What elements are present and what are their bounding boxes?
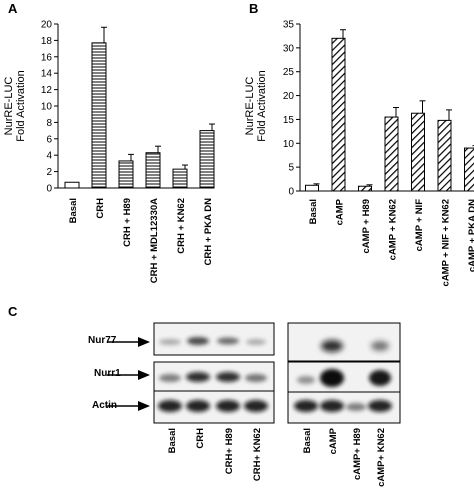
band [159,339,181,345]
x-tick-label: cAMP + NIF [414,199,425,252]
lane-label: cAMP+ KN62 [376,428,387,487]
chart-a: NurRE-LUC Fold Activation 0 2 4 6 8 10 12 14 16 18 2… [3,20,215,283]
x-tick-label: cAMP + H89 [361,199,372,253]
band [294,400,318,412]
blot-row-label: Nurr1 [94,368,121,379]
band [186,372,210,382]
lane-label: CRH [195,428,206,449]
y-axis-label: Fold Activation [15,70,27,142]
x-tick-label: Basal [68,198,79,223]
y-tick-label: 8 [46,118,52,129]
band [320,400,344,412]
y-tick-label: 4 [46,151,52,162]
x-tick-label: CRH + H89 [122,198,133,247]
blot-row-label: Actin [92,400,117,411]
panel-letter-c: C [8,304,18,319]
arrow-icon [107,401,150,411]
lane-label: CRH+ KN62 [252,428,263,481]
y-tick-label: 10 [41,102,53,113]
bar [199,130,215,189]
x-tick-label: cAMP [335,198,346,225]
blot-left-nur77 [153,322,275,356]
band [216,400,240,412]
band [216,372,240,382]
x-tick-label: CRH + KN62 [176,198,187,254]
y-tick-label: 10 [283,139,295,150]
y-tick-label: 0 [288,187,294,198]
x-tick-label: CRH + PKA DN [203,198,214,266]
band [371,341,389,351]
band [320,369,344,387]
arrow-icon [107,337,150,347]
y-tick-label: 14 [41,69,53,80]
band [321,340,343,352]
y-axis-label: NurRE-LUC [244,77,256,136]
bar [172,168,188,189]
western-blots: Nur77 Nurr1 Actin Basal CRH CRH+ H89 CRH… [88,322,401,487]
y-tick-label: 15 [283,115,295,126]
x-tick-label: CRH [95,198,106,219]
x-tick-label: cAMP + PKA DN [467,199,474,272]
y-tick-label: 6 [46,134,52,145]
x-tick-label: cAMP + KN62 [388,199,399,260]
y-tick-label: 25 [283,67,295,78]
band [187,337,209,345]
band [217,337,239,345]
bar [64,181,80,189]
y-tick-label: 12 [41,85,53,96]
y-tick-label: 35 [283,20,295,31]
bar [331,37,346,192]
x-tick-label: cAMP + NIF + KN62 [441,199,452,286]
band [369,370,391,386]
band [346,403,366,411]
lane-label: Basal [167,428,178,453]
x-tick-label: Basal [308,199,319,224]
bar [411,112,425,192]
band [159,374,181,382]
panel-letter-b: B [249,1,258,16]
y-axis-label: Fold Activation [256,70,268,142]
bar [437,119,452,192]
band [368,400,392,412]
arrow-icon [107,370,150,380]
y-tick-label: 5 [288,163,294,174]
y-tick-label: 20 [283,91,295,102]
lane-label: CRH+ H89 [224,428,235,474]
band [186,400,210,412]
bar [464,147,474,192]
bar [91,42,107,189]
band [297,376,315,384]
panel-letter-a: A [8,1,18,16]
band [245,374,267,382]
band [158,400,182,412]
lane-label: Basal [302,428,313,453]
lane-label: cAMP+ H89 [352,428,363,480]
y-tick-label: 0 [46,184,52,195]
x-tick-label: CRH + MDL12330A [149,198,160,283]
chart-b: NurRE-LUC Fold Activation 0 5 10 15 20 25 30 35 Ba… [244,20,474,286]
y-tick-label: 20 [41,20,53,31]
bar [384,116,399,192]
bar [305,184,319,192]
band [244,400,268,412]
y-tick-label: 30 [283,43,295,54]
blot-row-label: Nur77 [88,335,117,346]
lane-label: cAMP [328,427,339,454]
y-tick-label: 18 [41,36,53,47]
y-tick-label: 16 [41,52,53,63]
y-axis-label: NurRE-LUC [3,77,15,136]
bar [118,160,134,189]
y-tick-label: 2 [46,167,52,178]
band [246,339,266,345]
bar [358,185,372,192]
bar [145,152,161,189]
